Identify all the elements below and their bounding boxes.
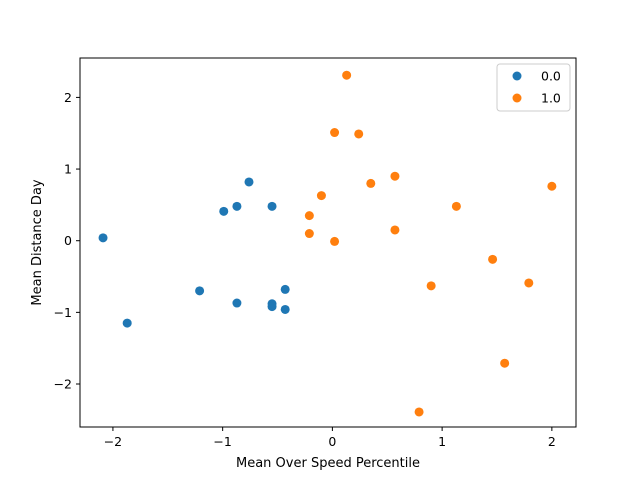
data-point-series-1-0 (342, 70, 352, 80)
points-layer (98, 70, 557, 417)
x-tick-label-0: −2 (104, 434, 122, 449)
data-point-series-1-7 (451, 201, 461, 211)
plot-area (80, 58, 576, 427)
data-point-series-1-2 (354, 129, 364, 139)
data-point-series-1-8 (304, 211, 314, 221)
data-point-series-0-6 (244, 177, 254, 187)
data-point-series-0-2 (195, 286, 205, 296)
x-axis-ticks: −2 −1 0 1 2 (104, 427, 556, 449)
y-axis-ticks: −2 −1 0 1 2 (54, 90, 80, 392)
data-point-series-0-0 (98, 233, 108, 243)
data-point-series-1-10 (304, 229, 314, 239)
data-point-series-0-10 (280, 284, 290, 294)
data-point-series-1-9 (390, 225, 400, 235)
legend-marker-series-0 (512, 71, 522, 81)
data-point-series-0-1 (122, 318, 132, 328)
x-axis-label: Mean Over Speed Percentile (236, 456, 420, 471)
y-tick-label-1: −1 (54, 305, 72, 320)
data-point-series-0-9 (267, 302, 277, 312)
legend-label-series-1: 1.0 (541, 91, 561, 106)
data-point-series-0-11 (280, 304, 290, 314)
y-tick-label-3: 1 (64, 162, 72, 177)
plot-frame (79, 57, 577, 428)
y-axis-label: Mean Distance Day (30, 179, 45, 306)
x-tick-label-4: 2 (548, 434, 556, 449)
y-tick-label-2: 0 (64, 233, 72, 248)
data-point-series-0-5 (232, 298, 242, 308)
data-point-series-0-7 (267, 201, 277, 211)
data-point-series-1-3 (390, 171, 400, 181)
legend-label-series-0: 0.0 (541, 69, 561, 84)
data-point-series-1-6 (316, 191, 326, 201)
data-point-series-1-5 (547, 181, 557, 191)
data-point-series-0-4 (232, 201, 242, 211)
data-point-series-1-1 (330, 128, 340, 138)
legend: 0.0 1.0 (496, 63, 571, 112)
data-point-series-1-12 (488, 254, 498, 264)
x-tick-label-2: 0 (328, 434, 336, 449)
y-tick-label-4: 2 (64, 90, 72, 105)
data-point-series-1-11 (330, 236, 340, 246)
y-tick-label-0: −2 (54, 377, 72, 392)
x-tick-label-3: 1 (438, 434, 446, 449)
data-point-series-1-16 (414, 407, 424, 417)
data-point-series-1-14 (426, 281, 436, 291)
data-point-series-1-13 (524, 278, 534, 288)
data-point-series-0-3 (219, 206, 229, 216)
data-point-series-1-15 (500, 358, 510, 368)
x-tick-label-1: −1 (213, 434, 231, 449)
data-point-series-1-4 (366, 178, 376, 188)
legend-marker-series-1 (512, 93, 522, 103)
